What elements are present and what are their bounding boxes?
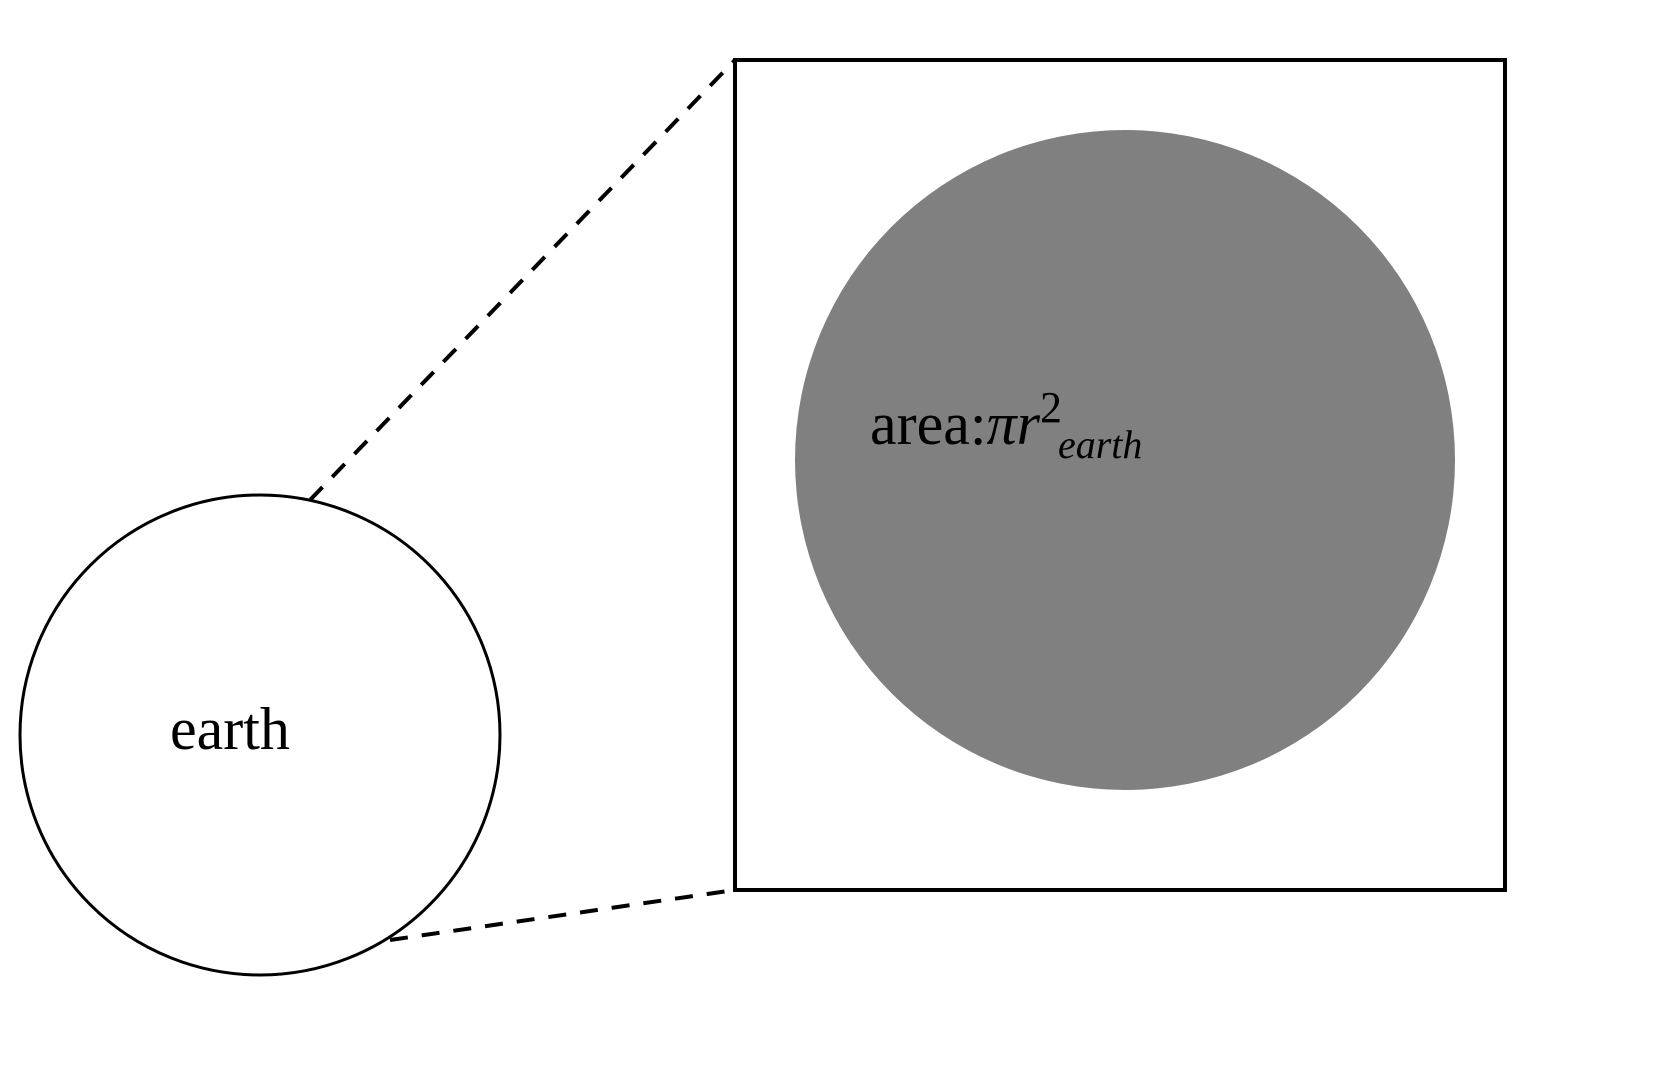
area-label-pi: π	[987, 390, 1017, 459]
area-label-sub: earth	[1058, 421, 1142, 468]
area-label: area: π r 2 earth	[870, 390, 1142, 459]
connector-line-top	[310, 60, 735, 500]
area-label-prefix: area:	[870, 390, 987, 459]
earth-label: earth	[170, 695, 290, 764]
earth-label-text: earth	[170, 696, 290, 762]
diagram-svg	[0, 0, 1656, 1078]
connector-line-bottom	[390, 890, 735, 940]
area-label-r: r	[1017, 390, 1040, 459]
